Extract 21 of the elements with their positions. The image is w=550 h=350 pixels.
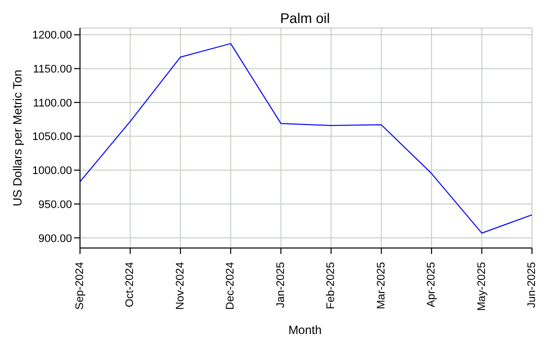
y-tick-label: 1200.00	[32, 30, 72, 42]
x-tick-label: Oct-2024	[124, 262, 136, 308]
x-tick-label: Jun-2025	[526, 262, 538, 308]
chart-title: Palm oil	[279, 10, 331, 26]
x-tick-label: Dec-2024	[224, 262, 237, 310]
y-tick-label: 900.00	[38, 232, 72, 245]
x-tick-label: Apr-2025	[426, 262, 438, 308]
y-tick-label: 1000.00	[32, 165, 72, 178]
x-axis-title: Month	[287, 323, 323, 337]
x-tick-label: Feb-2025	[325, 262, 338, 310]
line-series	[80, 43, 532, 234]
y-tick-label: 1150.00	[33, 64, 72, 76]
y-tick-label: 1100.00	[33, 97, 72, 110]
x-tick-label: Mar-2025	[375, 262, 388, 310]
y-axis-title: US Dollars per Metric Ton	[10, 70, 24, 206]
y-tick-label: 950.00	[38, 198, 72, 211]
x-tick-label: Nov-2024	[174, 262, 186, 310]
x-tick-label: Sep-2024	[74, 262, 86, 310]
x-tick-label: Jan-2025	[274, 262, 287, 308]
y-tick-label: 1050.00	[32, 131, 72, 144]
x-tick-label: May-2025	[476, 262, 488, 311]
